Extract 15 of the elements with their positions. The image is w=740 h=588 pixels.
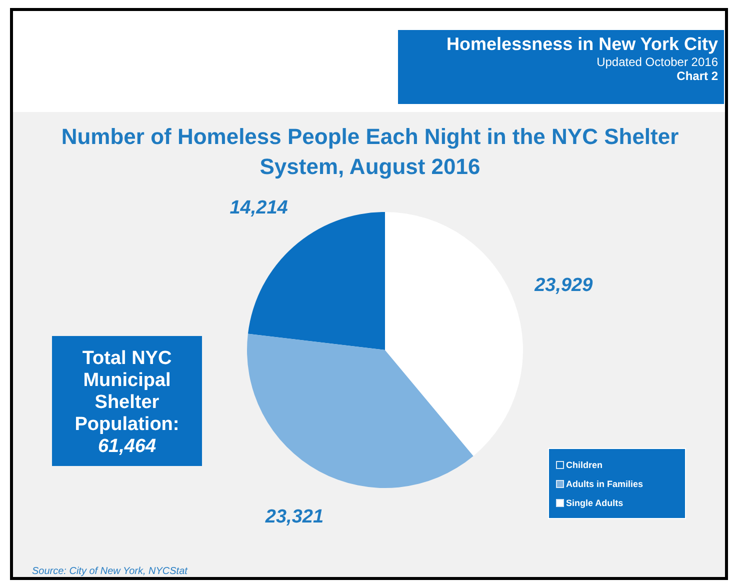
text: Homelessness in New York City: [446, 34, 718, 55]
caption: Chart 2: [676, 69, 718, 83]
text: Updated October 2016: [596, 55, 718, 69]
text: Total NYC Municipal Shelter Population:: [74, 348, 180, 436]
text: 61,464: [96, 436, 158, 458]
legend-label: Single Adults: [566, 498, 624, 508]
legend-label: Adults in Families: [566, 478, 644, 488]
data-label: 23,929: [534, 274, 594, 296]
legend-label: Children: [566, 460, 603, 470]
chart-title: Number of Homeless People Each Night in the NYC Shelter System, August 2016: [60, 123, 680, 181]
data-label: 23,321: [264, 506, 324, 528]
pie-slice: [385, 212, 523, 456]
source-note: Source: City of New York, NYCStat: [32, 566, 188, 577]
pie-slice: [247, 334, 474, 488]
data-label: 14,214: [230, 197, 288, 218]
